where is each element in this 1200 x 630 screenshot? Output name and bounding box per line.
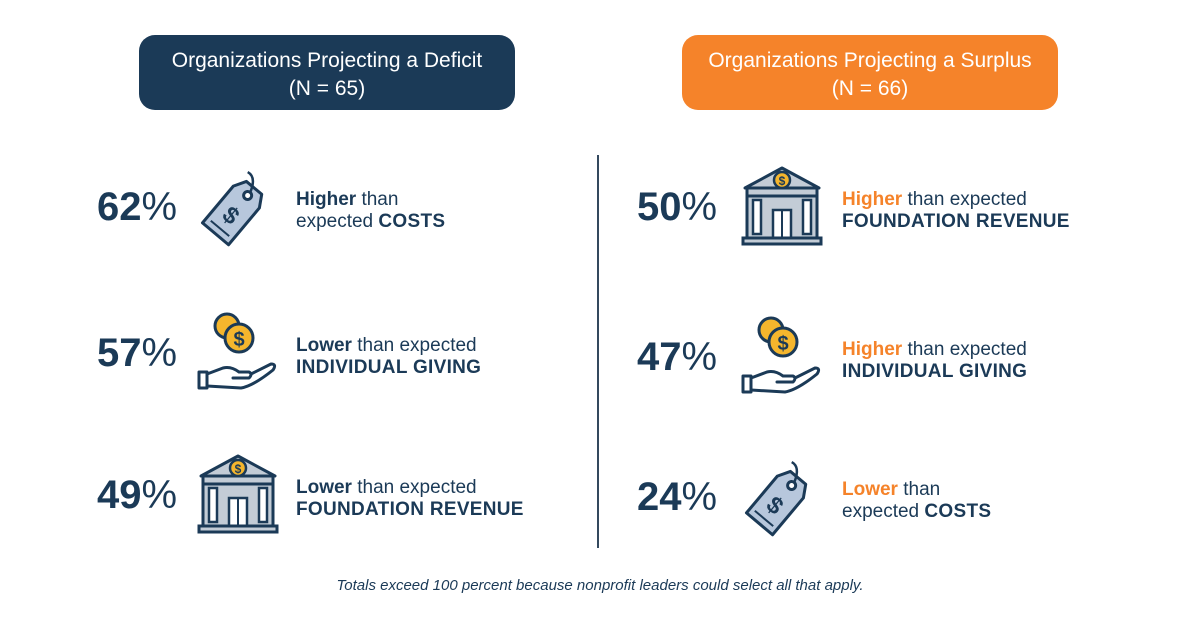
percentage: 24% — [637, 475, 718, 519]
price-tag-icon — [193, 162, 283, 252]
percentage: 57% — [97, 331, 178, 375]
item-label: Lower than expected COSTS — [842, 479, 992, 522]
footnote: Totals exceed 100 percent because nonpro… — [336, 577, 864, 594]
surplus-item: 24% Lower than expected COSTS — [600, 452, 1198, 542]
surplus-count: (N = 66) — [831, 77, 909, 100]
item-label: Lower than expected INDIVIDUAL GIVING — [296, 335, 482, 378]
deficit-item: 62% Higher than expected COSTS — [0, 162, 598, 252]
percentage: 62% — [97, 185, 178, 229]
percentage: 50% — [637, 185, 718, 229]
surplus-item: 47% Higher than expected INDIVIDUAL GIVI… — [600, 312, 1198, 402]
price-tag-icon — [737, 452, 827, 542]
bank-building-icon — [737, 162, 827, 252]
deficit-item: 49% Lower than expected FOUNDATION REVEN… — [0, 450, 598, 540]
deficit-count: (N = 65) — [288, 77, 366, 100]
deficit-title: Organizations Projecting a Deficit — [171, 49, 483, 72]
surplus-item: 50% Higher than expected FOUNDATION REVE… — [600, 162, 1198, 252]
column-divider — [597, 155, 599, 548]
item-label: Higher than expected FOUNDATION REVENUE — [842, 189, 1070, 232]
deficit-item: 57% Lower than expected INDIVIDUAL GIVIN… — [0, 308, 598, 398]
item-label: Higher than expected INDIVIDUAL GIVING — [842, 339, 1028, 382]
hand-coins-icon — [737, 312, 827, 402]
percentage: 47% — [637, 335, 718, 379]
item-label: Lower than expected FOUNDATION REVENUE — [296, 477, 524, 520]
hand-coins-icon — [193, 308, 283, 398]
surplus-header: Organizations Projecting a Surplus (N = … — [682, 35, 1058, 110]
surplus-title: Organizations Projecting a Surplus — [708, 49, 1032, 72]
item-label: Higher than expected COSTS — [296, 189, 446, 232]
bank-building-icon — [193, 450, 283, 540]
deficit-header: Organizations Projecting a Deficit (N = … — [139, 35, 515, 110]
percentage: 49% — [97, 473, 178, 517]
